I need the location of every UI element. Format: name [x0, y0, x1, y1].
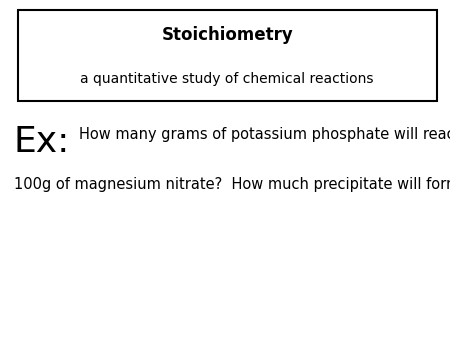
FancyBboxPatch shape [18, 10, 436, 101]
Text: Stoichiometry: Stoichiometry [162, 26, 293, 45]
Text: a quantitative study of chemical reactions: a quantitative study of chemical reactio… [81, 72, 374, 87]
Text: How many grams of potassium phosphate will react with: How many grams of potassium phosphate wi… [79, 127, 450, 142]
Text: 100g of magnesium nitrate?  How much precipitate will form?: 100g of magnesium nitrate? How much prec… [14, 177, 450, 192]
Text: Ex:: Ex: [14, 125, 70, 159]
